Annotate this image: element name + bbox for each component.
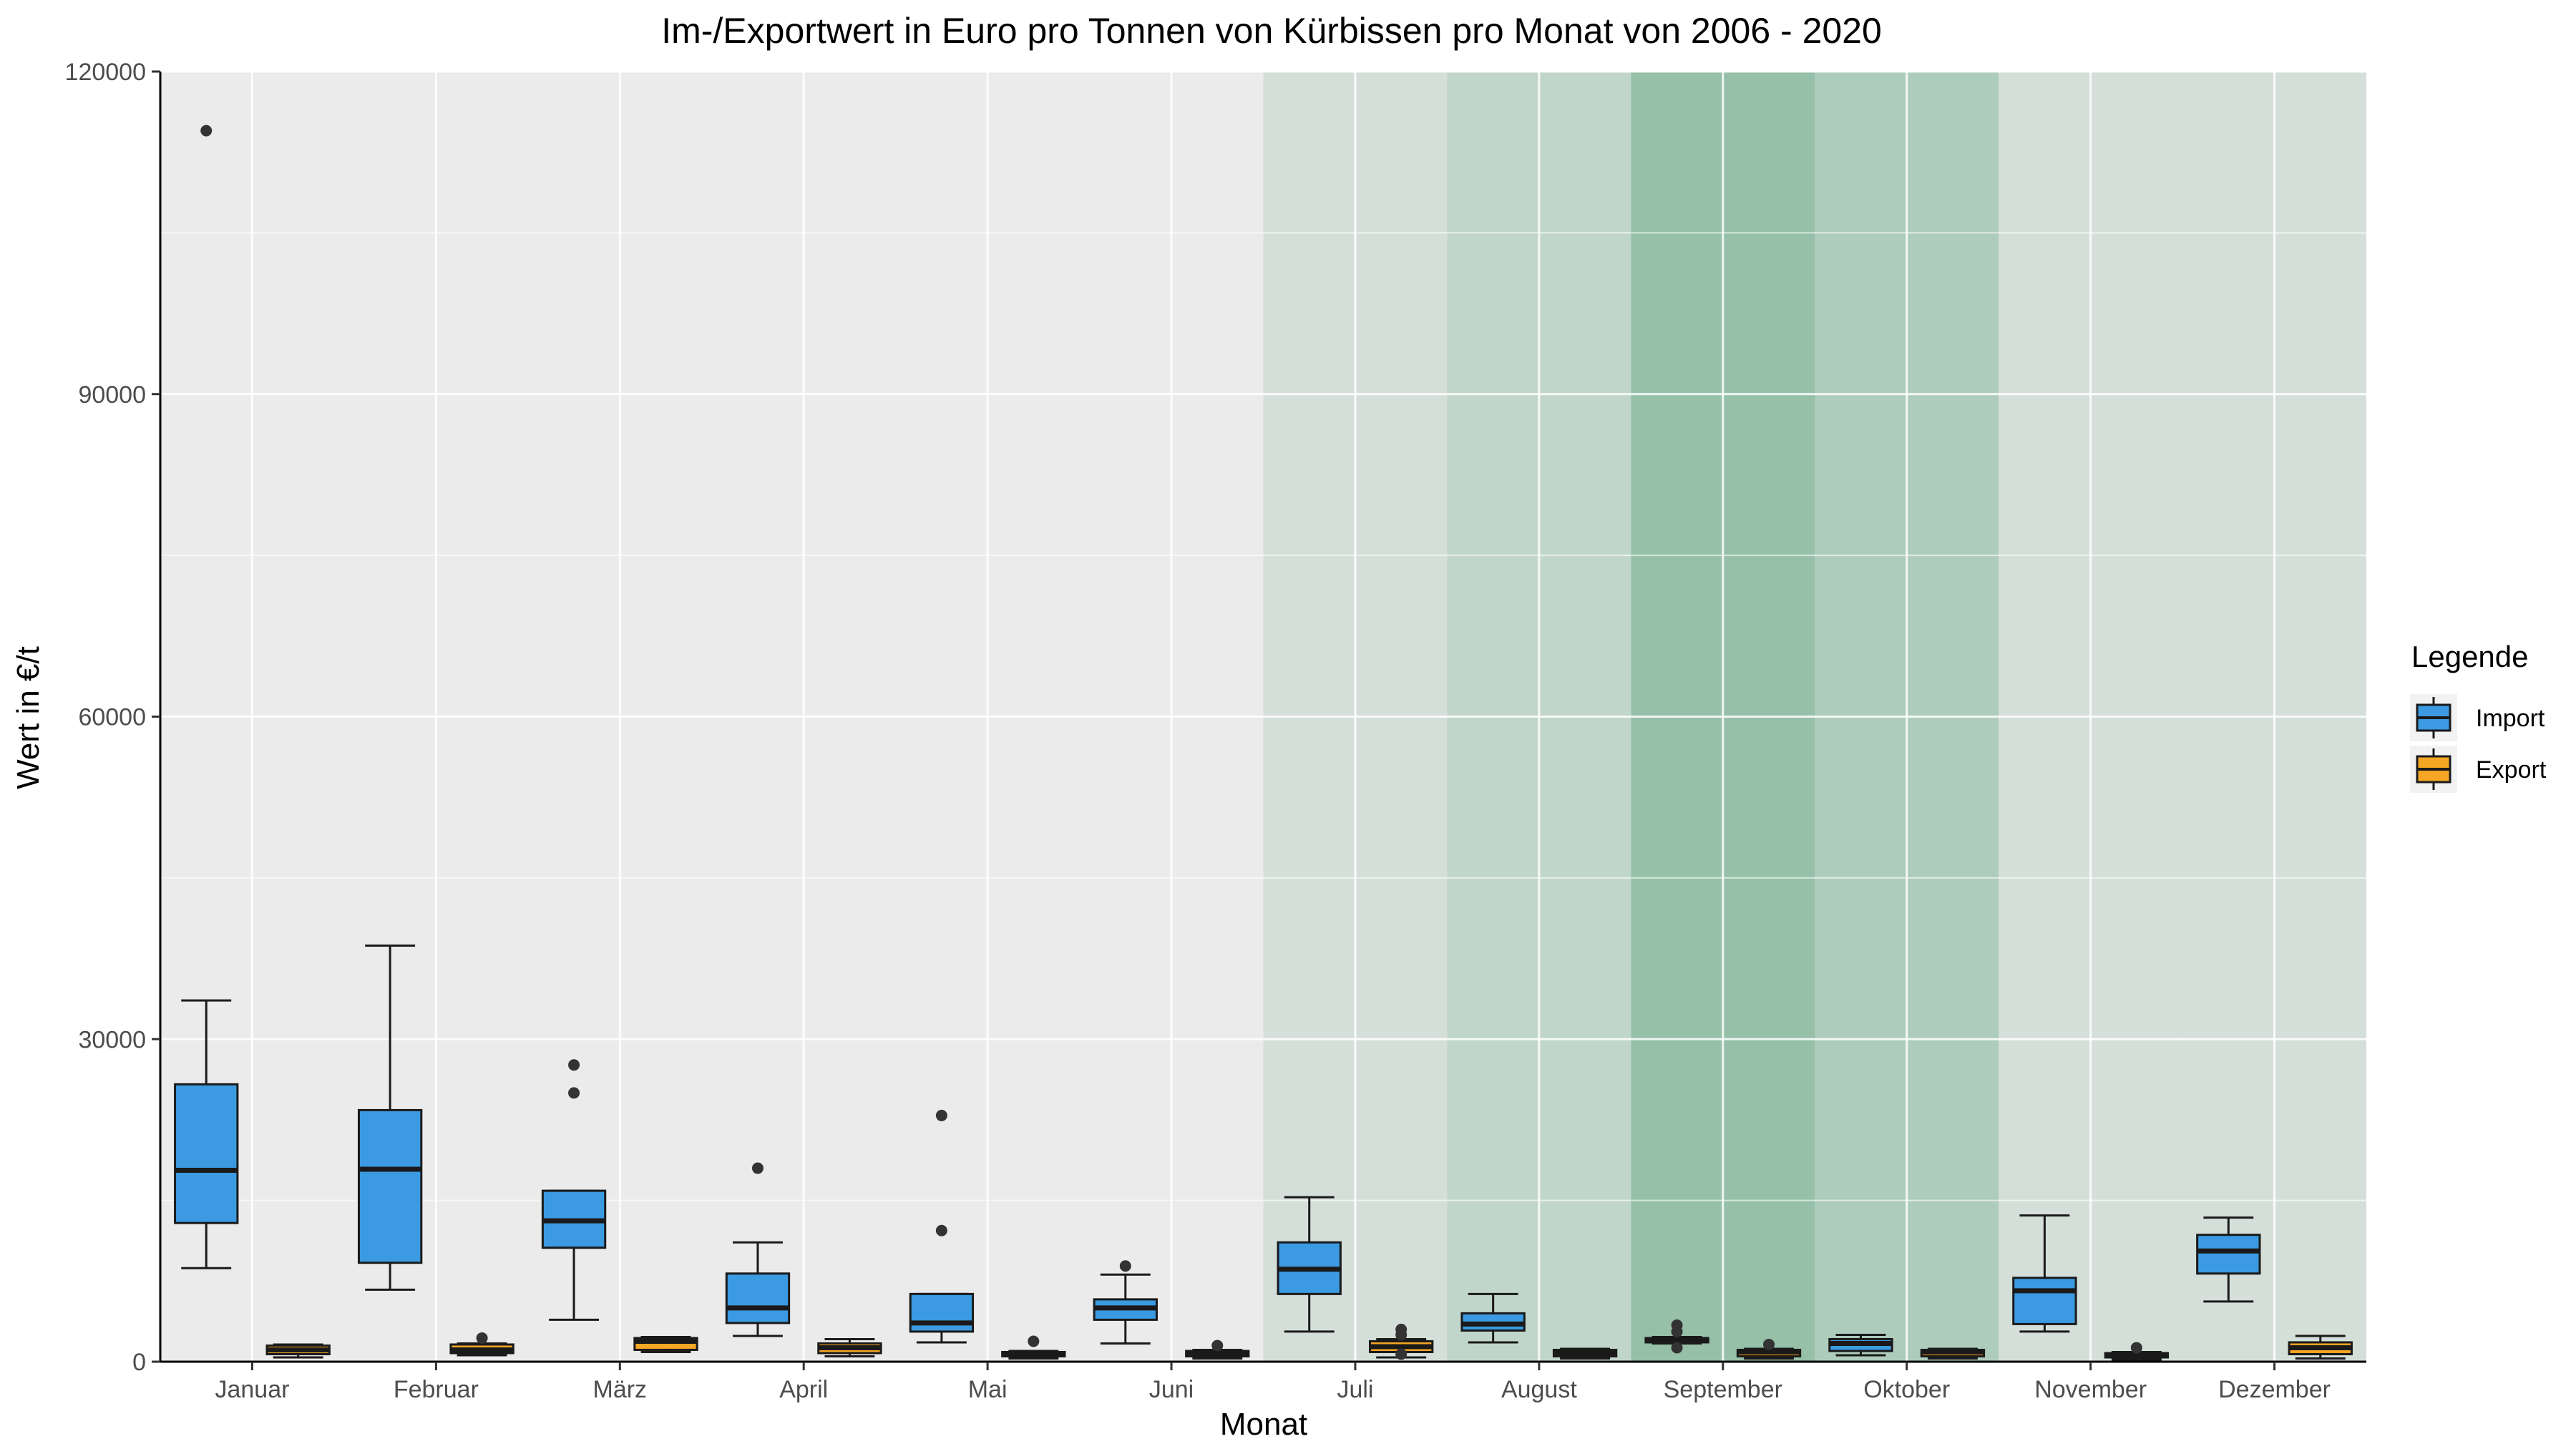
box-import-februar [357,945,423,1291]
box-import-märz [541,1059,607,1321]
box-iqr [2012,1277,2077,1325]
outlier-point [568,1087,580,1099]
box-export-mai [1001,1335,1066,1360]
x-axis-label: Monat [1220,1407,1307,1442]
box-import-dezember [2196,1216,2261,1303]
outlier-point [935,1224,947,1236]
series-import [174,125,2261,1357]
outlier-point [1395,1348,1407,1360]
legend: Legende Import Export [2410,640,2547,793]
outlier-point [935,1109,947,1121]
y-tick-label: 0 [132,1349,146,1376]
box-export-oktober [1920,1347,1986,1360]
outlier-point [568,1059,580,1071]
axes: 0 30000 60000 90000 120000 Januar Februar März A… [65,59,2366,1403]
outlier-point [476,1332,488,1344]
outlier-point [2130,1342,2142,1354]
box-export-märz [633,1335,698,1353]
x-tick-label: November [2034,1376,2147,1403]
box-iqr [725,1272,791,1324]
x-tick-label: April [779,1376,828,1403]
outlier-point [1763,1338,1775,1350]
x-tick-label: Dezember [2218,1376,2331,1403]
legend-label: Export [2476,756,2547,784]
box-iqr [357,1108,423,1264]
legend-title: Legende [2411,640,2529,673]
x-tick-label: Februar [394,1376,479,1403]
x-tick-label: August [1501,1376,1577,1403]
y-tick-label: 30000 [78,1026,146,1053]
x-tick-label: Juni [1149,1376,1194,1403]
box-export-august [1552,1347,1618,1360]
box-export-november [2104,1342,2170,1361]
outlier-point [200,125,213,137]
box-import-august [1460,1292,1526,1344]
legend-item-export: Export [2410,746,2547,793]
box-import-januar [174,125,239,1269]
outlier-point [751,1162,763,1174]
box-import-april [725,1162,791,1337]
x-tick-label: März [593,1376,648,1403]
x-tick-label: Juli [1337,1376,1373,1403]
box-export-januar [265,1343,331,1359]
outlier-point [1211,1340,1224,1352]
legend-label: Import [2476,705,2545,732]
y-tick-label: 120000 [65,59,146,86]
box-export-april [817,1337,882,1357]
box-iqr [909,1292,975,1333]
box-import-juli [1277,1196,1342,1333]
box-series [174,125,2353,1361]
x-tick-label: Mai [968,1376,1008,1403]
outlier-point [1671,1342,1683,1354]
box-import-november [2012,1214,2077,1333]
outlier-point [1119,1260,1131,1272]
legend-items: Import Export [2410,694,2547,793]
legend-item-import: Import [2410,694,2545,741]
box-import-september [1644,1319,1709,1354]
series-export [265,1323,2353,1361]
box-export-september [1736,1338,1802,1360]
box-export-juli [1369,1323,1434,1360]
y-tick-label: 90000 [78,381,146,409]
outlier-point [1671,1319,1683,1331]
box-export-juni [1185,1340,1250,1360]
box-import-juni [1093,1260,1158,1345]
y-axis-label: Wert in €/t [11,646,46,789]
x-tick-label: September [1664,1376,1782,1403]
y-tick-label: 60000 [78,704,146,731]
chart-title: Im-/Exportwert in Euro pro Tonnen von Kü… [661,11,1882,51]
grid-lines [160,70,2366,1363]
box-export-dezember [2288,1335,2353,1360]
x-tick-label: Januar [215,1376,289,1403]
box-import-mai [909,1109,975,1344]
box-import-oktober [1828,1333,1893,1357]
x-tick-label: Oktober [1863,1376,1950,1403]
outlier-point [1028,1335,1040,1347]
box-iqr [2196,1234,2261,1275]
box-export-februar [449,1332,514,1357]
box-iqr [174,1083,239,1224]
outlier-point [1395,1323,1407,1335]
